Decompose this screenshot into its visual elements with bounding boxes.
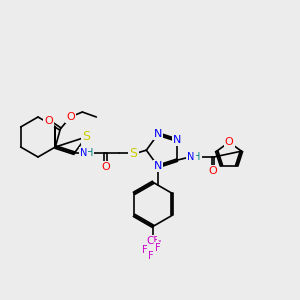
Text: F: F (148, 251, 154, 261)
Text: F: F (142, 245, 148, 255)
Text: N: N (154, 161, 162, 171)
Text: N: N (154, 129, 162, 139)
Text: S: S (129, 147, 137, 160)
Text: O: O (101, 162, 110, 172)
Text: CF: CF (146, 236, 160, 246)
Text: O: O (225, 137, 233, 147)
Text: O: O (44, 116, 53, 126)
Text: ₃: ₃ (158, 237, 161, 246)
Text: H: H (194, 152, 201, 162)
Text: N: N (80, 148, 87, 158)
Text: S: S (82, 130, 90, 143)
Text: N: N (173, 135, 181, 145)
Text: F: F (155, 243, 161, 253)
Text: N: N (188, 152, 195, 162)
Text: O: O (209, 166, 218, 176)
Text: H: H (86, 148, 93, 158)
Text: O: O (66, 112, 75, 122)
